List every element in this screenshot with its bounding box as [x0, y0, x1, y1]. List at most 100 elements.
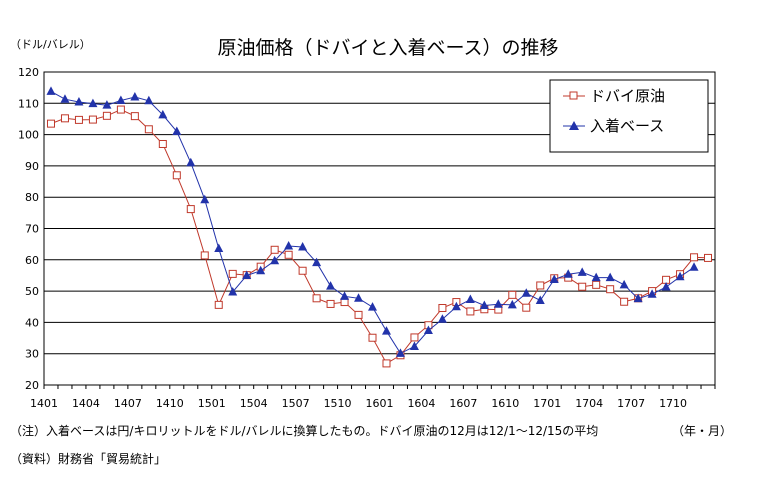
legend: ドバイ原油 入着ベース: [549, 79, 709, 153]
data-point: [228, 269, 237, 278]
data-point: [60, 114, 69, 123]
x-tick-label: 1604: [407, 397, 435, 410]
data-point: [409, 341, 419, 351]
x-tick-label: 1410: [156, 397, 184, 410]
data-point: [172, 126, 182, 135]
y-tick-label: 40: [25, 316, 39, 329]
data-point: [689, 262, 699, 271]
chart-title: 原油価格（ドバイと入着ベース）の推移: [217, 37, 558, 59]
data-point: [172, 171, 181, 180]
data-point: [578, 282, 587, 291]
data-point: [438, 304, 447, 313]
data-point: [284, 250, 293, 259]
data-point: [563, 269, 573, 278]
data-point: [74, 115, 83, 124]
data-point: [88, 115, 97, 124]
data-point: [312, 257, 322, 267]
data-point: [200, 194, 210, 204]
series-arrival: [46, 86, 699, 357]
data-point: [451, 301, 461, 311]
data-point: [130, 92, 140, 101]
data-point: [423, 325, 433, 335]
data-point: [200, 251, 209, 260]
legend-label-dubai: ドバイ原油: [590, 87, 665, 105]
data-point: [270, 245, 279, 254]
data-point: [536, 281, 545, 290]
data-point: [507, 299, 517, 309]
data-point: [466, 307, 475, 316]
y-tick-label: 110: [18, 97, 39, 110]
data-point: [312, 294, 321, 303]
data-point: [606, 285, 615, 294]
data-point: [228, 287, 238, 296]
data-point: [690, 253, 699, 262]
data-point: [326, 299, 335, 308]
y-tick-label: 30: [25, 348, 39, 361]
x-tick-label: 1504: [240, 397, 268, 410]
x-axis-unit-label: （年・月）: [672, 424, 732, 438]
data-point: [508, 290, 517, 299]
data-point: [214, 300, 223, 309]
x-tick-label: 1710: [659, 397, 687, 410]
x-tick-label: 1401: [30, 397, 58, 410]
data-point: [368, 333, 377, 342]
data-point: [130, 112, 139, 121]
x-tick-label: 1601: [366, 397, 394, 410]
data-point: [242, 270, 252, 279]
data-point: [102, 111, 111, 120]
y-tick-label: 70: [25, 223, 39, 236]
footnote: （注）入着ベースは円/キロリットルをドル/バレルに換算したもの。ドバイ原油の12…: [10, 423, 598, 438]
y-tick-label: 50: [25, 285, 39, 298]
data-point: [522, 303, 531, 312]
x-tick-label: 1404: [72, 397, 100, 410]
data-point: [354, 310, 363, 319]
data-point: [270, 255, 280, 265]
legend-label-arrival: 入着ベース: [590, 117, 664, 135]
data-point: [60, 94, 70, 103]
data-point: [619, 279, 629, 289]
data-point: [116, 105, 125, 114]
data-point: [395, 348, 405, 357]
x-tick-label: 1704: [575, 397, 603, 410]
data-point: [381, 326, 391, 335]
x-axis-ticks: 1401 1404 1407 1410 1501 1504 1507 1510 1601 1604…: [30, 385, 716, 410]
x-tick-label: 1701: [533, 397, 561, 410]
y-tick-label: 20: [25, 379, 39, 392]
source-note: （資料）財務省「貿易統計」: [10, 451, 166, 466]
x-tick-label: 1610: [491, 397, 519, 410]
data-point: [186, 157, 196, 167]
data-point: [521, 288, 531, 297]
data-point: [410, 333, 419, 342]
data-point: [605, 272, 615, 282]
data-point: [549, 274, 559, 284]
data-point: [144, 95, 154, 105]
x-tick-label: 1707: [617, 397, 645, 410]
data-point: [158, 109, 168, 119]
y-tick-label: 100: [18, 129, 39, 142]
x-tick-label: 1510: [324, 397, 352, 410]
data-point: [102, 100, 112, 109]
x-tick-label: 1507: [282, 397, 310, 410]
data-point: [620, 297, 629, 306]
data-point: [284, 241, 294, 250]
x-tick-label: 1501: [198, 397, 226, 410]
data-point: [591, 272, 601, 282]
y-tick-label: 90: [25, 160, 39, 173]
data-point: [46, 119, 55, 128]
data-point: [144, 125, 153, 134]
data-point: [298, 241, 308, 251]
data-point: [633, 293, 643, 303]
data-point: [465, 294, 475, 304]
x-tick-label: 1407: [114, 397, 142, 410]
data-point: [256, 265, 266, 275]
y-tick-label: 120: [18, 66, 39, 79]
data-point: [479, 300, 489, 309]
data-point: [354, 293, 364, 302]
data-point: [74, 97, 84, 106]
data-point: [214, 243, 224, 253]
y-tick-label: 60: [25, 254, 39, 267]
data-point: [158, 139, 167, 148]
series-layer: [46, 86, 713, 368]
